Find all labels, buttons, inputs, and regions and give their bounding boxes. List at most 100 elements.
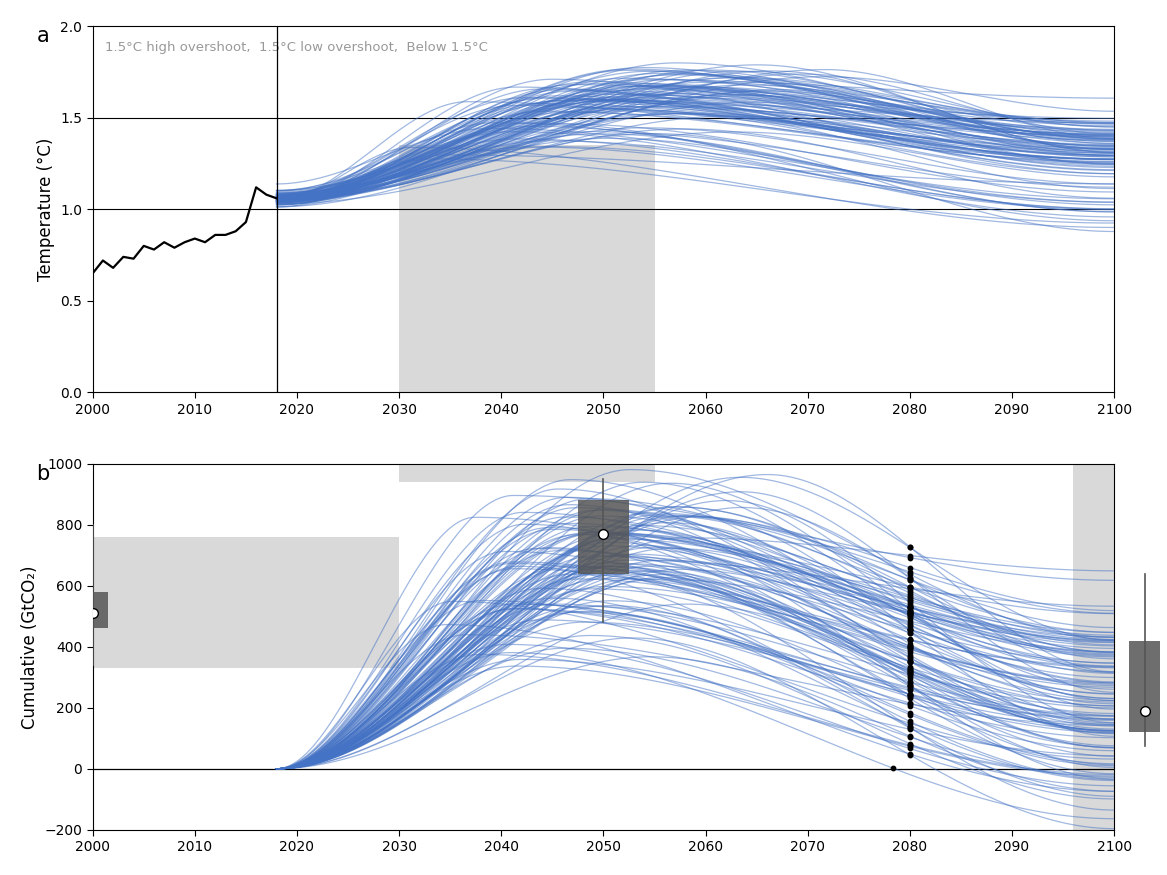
Point	[900, 550, 918, 564]
Point	[900, 671, 918, 685]
Point	[900, 678, 918, 692]
Point	[900, 737, 918, 751]
Point	[900, 603, 918, 617]
Point	[900, 580, 918, 594]
Point	[900, 738, 918, 752]
Point	[900, 623, 918, 637]
Point	[900, 600, 918, 614]
Text: 1.5°C high overshoot,  1.5°C low overshoot,  Below 1.5°C: 1.5°C high overshoot, 1.5°C low overshoo…	[105, 41, 488, 54]
Point	[900, 567, 918, 581]
Point	[900, 600, 918, 614]
Point	[900, 681, 918, 695]
Point	[900, 580, 918, 594]
Point	[900, 645, 918, 659]
Point	[900, 611, 918, 625]
Point	[900, 641, 918, 655]
Point	[900, 604, 918, 618]
Point	[900, 651, 918, 665]
Point	[900, 662, 918, 676]
Point	[900, 714, 918, 728]
Point	[900, 582, 918, 596]
Point	[900, 697, 918, 711]
Point	[900, 654, 918, 668]
Point	[900, 600, 918, 614]
Point	[900, 626, 918, 640]
Point	[900, 699, 918, 713]
Point	[900, 668, 918, 682]
Point	[900, 705, 918, 719]
Point	[900, 590, 918, 604]
Point	[900, 729, 918, 743]
Point	[900, 690, 918, 704]
Point	[900, 607, 918, 621]
Point	[900, 650, 918, 664]
Point	[900, 614, 918, 628]
Point	[900, 592, 918, 606]
Point	[900, 589, 918, 603]
Point	[900, 668, 918, 682]
Point	[900, 640, 918, 654]
Point	[900, 633, 918, 647]
Point	[900, 730, 918, 744]
Point	[900, 610, 918, 624]
Point	[900, 696, 918, 710]
Text: b: b	[36, 464, 50, 484]
Point	[900, 616, 918, 630]
Point	[900, 741, 918, 755]
Point	[900, 639, 918, 653]
Point	[900, 598, 918, 612]
Point	[900, 717, 918, 731]
Point	[900, 675, 918, 689]
Point	[900, 604, 918, 618]
Point	[900, 642, 918, 656]
Point	[900, 591, 918, 605]
Point	[900, 688, 918, 702]
Point	[900, 572, 918, 586]
Point	[900, 540, 918, 554]
Point	[900, 596, 918, 610]
Point	[900, 606, 918, 620]
Point	[900, 570, 918, 584]
Point	[900, 580, 918, 594]
Point	[900, 669, 918, 683]
Point	[900, 561, 918, 575]
Point	[900, 708, 918, 722]
Point	[900, 654, 918, 668]
Point	[900, 618, 918, 632]
Point	[883, 761, 902, 775]
Point	[900, 688, 918, 702]
Point	[900, 722, 918, 736]
Point	[900, 641, 918, 655]
Point	[900, 606, 918, 620]
Point	[900, 667, 918, 681]
Point	[900, 720, 918, 734]
Y-axis label: Cumulative (GtCO₂): Cumulative (GtCO₂)	[21, 565, 39, 729]
Point	[900, 619, 918, 633]
Point	[900, 541, 918, 555]
Point	[900, 691, 918, 705]
Point	[900, 606, 918, 620]
Point	[900, 665, 918, 679]
Point	[900, 687, 918, 701]
Point	[900, 747, 918, 761]
Point	[900, 608, 918, 622]
Point	[900, 626, 918, 640]
Point	[900, 622, 918, 636]
Point	[900, 594, 918, 608]
Point	[900, 683, 918, 697]
Point	[900, 586, 918, 600]
Point	[900, 584, 918, 598]
Point	[900, 660, 918, 674]
Point	[900, 565, 918, 579]
Y-axis label: Temperature (°C): Temperature (°C)	[36, 137, 55, 281]
Point	[900, 664, 918, 678]
Point	[900, 623, 918, 637]
Point	[900, 663, 918, 677]
Text: a: a	[36, 26, 49, 46]
Point	[900, 637, 918, 651]
Point	[900, 570, 918, 584]
Point	[900, 573, 918, 587]
Point	[900, 680, 918, 694]
Point	[900, 739, 918, 753]
Point	[900, 678, 918, 692]
